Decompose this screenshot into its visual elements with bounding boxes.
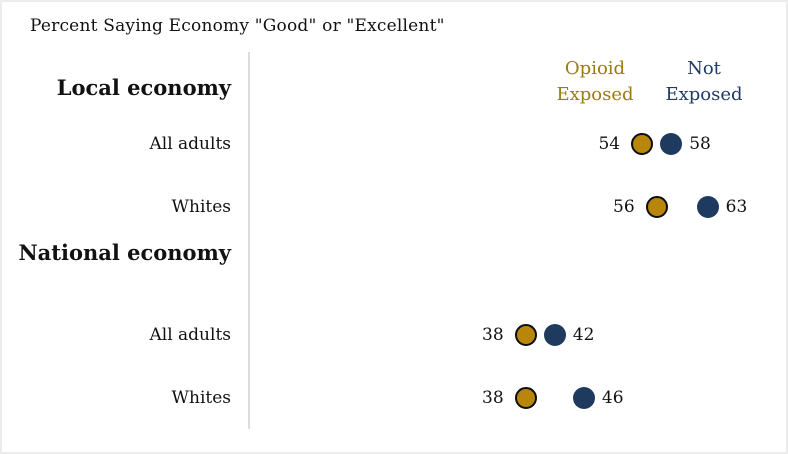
legend-opioid-line1: Opioid (564, 58, 626, 79)
opioid-exposed-dot (514, 387, 537, 409)
not-exposed-value: 63 (725, 197, 748, 217)
not-exposed-value: 46 (601, 388, 624, 408)
group-header: National economy (18, 240, 231, 265)
legend-not-line2: Exposed (665, 84, 743, 105)
not-exposed-dot (696, 196, 719, 218)
opioid-exposed-value: 38 (482, 388, 504, 408)
not-exposed-dot (543, 324, 566, 346)
opioid-exposed-value: 56 (613, 197, 635, 217)
legend-opioid-line2: Exposed (556, 84, 634, 105)
y-axis-line (248, 52, 250, 429)
opioid-exposed-dot (514, 324, 537, 346)
row-label: Whites (171, 388, 231, 408)
not-exposed-dot (572, 387, 595, 409)
legend-opioid-exposed: Opioid Exposed (530, 56, 660, 108)
group-header: Local economy (56, 75, 231, 100)
opioid-exposed-dot (645, 196, 668, 218)
opioid-exposed-value: 54 (598, 134, 621, 154)
row-label: Whites (171, 197, 231, 217)
legend-not-exposed: Not Exposed (639, 56, 769, 108)
not-exposed-value: 42 (572, 325, 595, 345)
row-label: All adults (149, 325, 231, 345)
chart-title: Percent Saying Economy "Good" or "Excell… (30, 16, 445, 36)
not-exposed-value: 58 (689, 134, 711, 154)
not-exposed-dot (660, 133, 683, 155)
legend-not-line1: Not (687, 58, 721, 79)
row-label: All adults (149, 134, 231, 154)
opioid-exposed-value: 38 (482, 325, 504, 345)
opioid-exposed-dot (631, 133, 654, 155)
